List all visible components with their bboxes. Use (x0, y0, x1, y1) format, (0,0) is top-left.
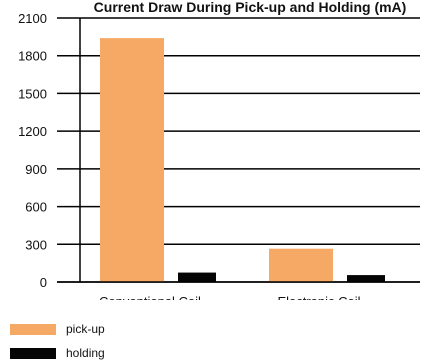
legend-swatch-holding (10, 347, 56, 359)
y-tick-label: 600 (25, 200, 47, 215)
y-tick-label: 2100 (18, 11, 47, 26)
y-tick-label: 1200 (18, 124, 47, 139)
legend-item-holding: holding (10, 346, 105, 360)
bar-holding-1 (347, 275, 385, 282)
x-category-label: Electronic Coil (277, 294, 360, 300)
bar-holding-0 (178, 272, 216, 282)
legend-item-pickup: pick-up (10, 322, 105, 336)
axes (57, 18, 420, 283)
x-category-labels: Conventional Coil Electronic Coil (99, 294, 361, 300)
bar-pickup-1 (269, 248, 333, 282)
x-category-label: Conventional Coil (99, 294, 201, 300)
legend-swatch-pickup (10, 323, 56, 335)
y-tick-label: 0 (40, 275, 47, 290)
bar-chart: Current Draw During Pick-up and Holding … (18, 0, 420, 300)
y-tick-label: 300 (25, 237, 47, 252)
y-tick-labels: 0 300 600 900 1200 1500 1800 2100 (18, 11, 47, 290)
bars (100, 38, 385, 282)
legend-label-pickup: pick-up (66, 322, 105, 336)
bar-pickup-0 (100, 38, 164, 282)
y-tick-label: 1500 (18, 86, 47, 101)
legend-label-holding: holding (66, 346, 105, 360)
y-tick-label: 900 (25, 162, 47, 177)
chart-title: Current Draw During Pick-up and Holding … (94, 0, 407, 15)
y-tick-label: 1800 (18, 49, 47, 64)
